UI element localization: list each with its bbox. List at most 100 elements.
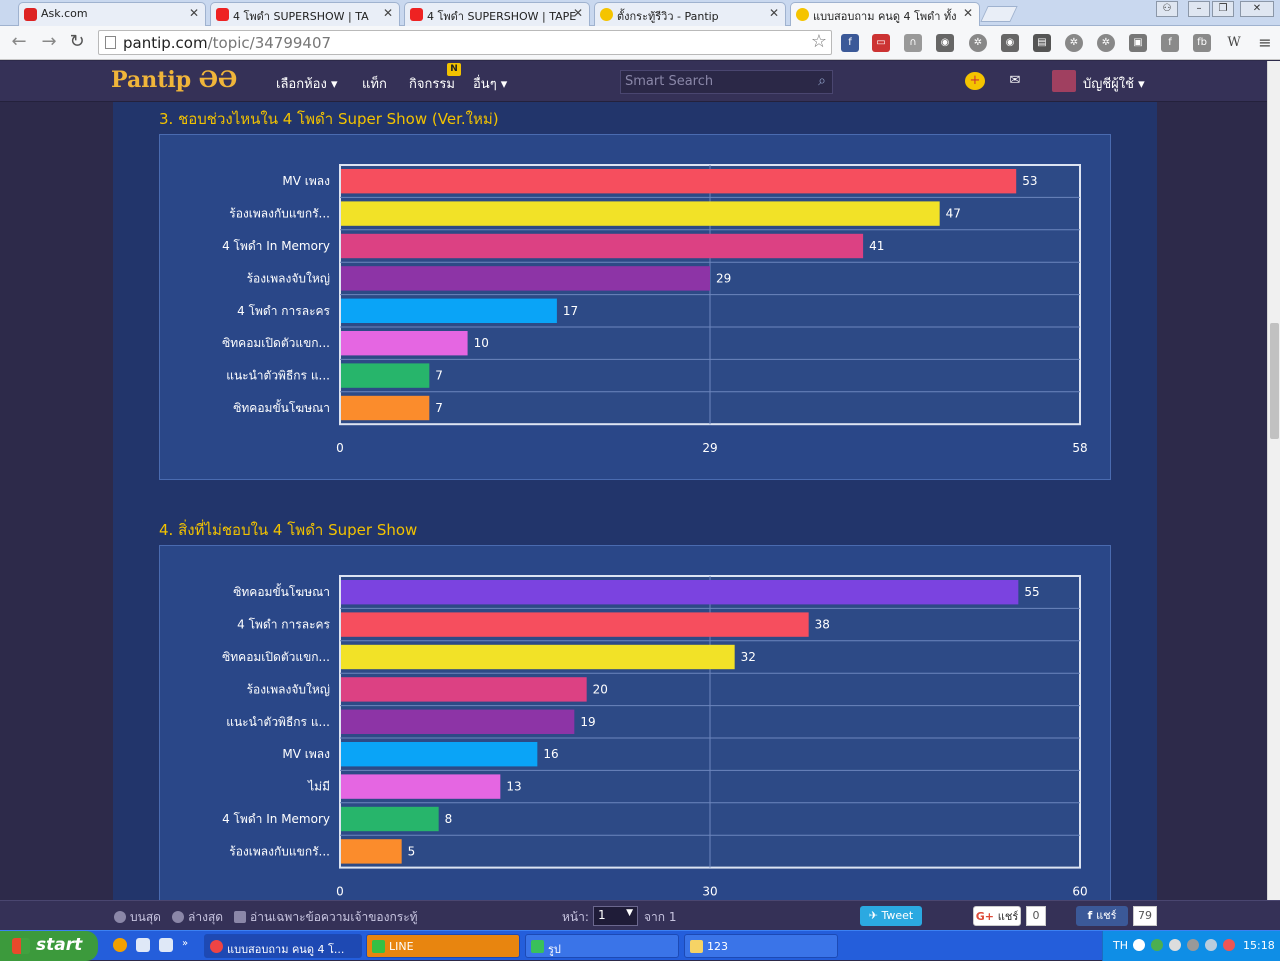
address-bar[interactable]: pantip.com/topic/34799407 ☆ xyxy=(98,30,832,55)
chevron-left-icon[interactable] xyxy=(1133,939,1145,951)
search-icon[interactable]: ⌕ xyxy=(818,73,826,89)
window-switch-icon[interactable] xyxy=(159,938,173,952)
close-icon[interactable]: ✕ xyxy=(188,6,199,20)
reload-icon[interactable]: ↻ xyxy=(69,31,85,52)
gear-icon[interactable]: ✲ xyxy=(969,34,987,52)
tab-pantip-survey[interactable]: แบบสอบถาม คนดู 4 โพดำ ทั้ง ✕ xyxy=(790,2,980,26)
close-window-icon[interactable]: ✕ xyxy=(1240,1,1274,17)
fb-icon[interactable]: fb xyxy=(1193,34,1211,52)
camera-icon[interactable]: ◉ xyxy=(1001,34,1019,52)
gear-icon[interactable]: ✲ xyxy=(1065,34,1083,52)
chart-disliked-segments: ซิทคอมขั้นโฆษณา 55 4 โพดำ การละคร 38 ซิทคอมเ… xyxy=(159,545,1111,900)
nav-tags[interactable]: แท็ก xyxy=(362,77,387,92)
user-icon[interactable]: ⚇ xyxy=(1156,1,1178,17)
value-label: 17 xyxy=(563,304,578,318)
page-scrollbar[interactable] xyxy=(1267,61,1280,930)
taskbar-item-line[interactable]: LINE xyxy=(366,934,520,958)
facebook-share-button[interactable]: f แชร์ xyxy=(1076,906,1128,926)
twitter-icon: ✈ xyxy=(868,909,882,922)
category-label: ซิทคอมเปิดตัวแขก... xyxy=(222,336,330,350)
pantip-emoji-icon xyxy=(600,8,613,21)
page-select-value: 1 xyxy=(598,908,606,922)
camera-icon[interactable]: ◉ xyxy=(936,34,954,52)
new-tab-button[interactable] xyxy=(980,6,1018,22)
owner-only-link[interactable]: อ่านเฉพาะข้อความเจ้าของกระทู้ xyxy=(234,908,418,927)
tab-youtube-2[interactable]: 4 โพดำ SUPERSHOW | TAPE ✕ xyxy=(404,2,590,26)
back-icon[interactable]: ← xyxy=(11,31,27,52)
bar xyxy=(341,644,735,670)
category-label: 4 โพดำ In Memory xyxy=(222,239,330,253)
nav-more[interactable]: อื่นๆ ▾ xyxy=(473,77,508,92)
section-title-4: 4. สิ่งที่ไม่ชอบใน 4 โพดำ Super Show xyxy=(159,521,418,539)
minimize-icon[interactable]: – xyxy=(1188,1,1210,17)
value-label: 16 xyxy=(543,747,558,761)
menu-icon[interactable]: ≡ xyxy=(1258,33,1272,52)
taskbar-item-chrome[interactable]: แบบสอบถาม คนดู 4 โ... xyxy=(204,934,362,958)
value-label: 55 xyxy=(1024,585,1039,599)
category-label: MV เพลง xyxy=(282,174,330,188)
nav-choose-room[interactable]: เลือกห้อง ▾ xyxy=(276,77,338,92)
x-tick-label: 0 xyxy=(336,885,344,899)
category-label: MV เพลง xyxy=(282,747,330,761)
speaker-icon[interactable] xyxy=(1187,939,1199,951)
search-placeholder: Smart Search xyxy=(625,74,714,89)
show-desktop-icon[interactable] xyxy=(136,938,150,952)
tweet-button[interactable]: ✈ Tweet xyxy=(860,906,922,926)
task-label: แบบสอบถาม คนดู 4 โ... xyxy=(227,943,345,956)
tab-label: ตั้งกระทู้รีวิว - Pantip xyxy=(617,10,719,23)
taskbar-item-photos[interactable]: รูป xyxy=(525,934,679,958)
quicklaunch-icon[interactable] xyxy=(113,938,127,952)
tray-app-icon[interactable] xyxy=(1205,939,1217,951)
go-bottom-link[interactable]: ล่างสุด xyxy=(172,908,223,927)
pantip-logo[interactable]: Pantip ƏƏ xyxy=(111,67,237,93)
avatar[interactable] xyxy=(1052,70,1076,92)
close-icon[interactable]: ✕ xyxy=(768,6,779,20)
section-title-3: 3. ชอบช่วงไหนใน 4 โพดำ Super Show (Ver.ใ… xyxy=(159,110,499,128)
windows-logo-icon xyxy=(12,938,30,954)
tab-youtube-1[interactable]: 4 โพดำ SUPERSHOW | TA ✕ xyxy=(210,2,400,26)
nav-activities[interactable]: กิจกรรม xyxy=(409,77,455,92)
youtube-icon xyxy=(410,8,423,21)
taskbar-item-folder[interactable]: 123 xyxy=(684,934,838,958)
language-indicator[interactable]: TH xyxy=(1113,939,1128,952)
facebook-icon[interactable]: f xyxy=(841,34,859,52)
network-icon[interactable] xyxy=(1169,939,1181,951)
close-icon[interactable]: ✕ xyxy=(572,6,583,20)
page-select[interactable]: 1 ▼ xyxy=(593,906,638,926)
mail-icon[interactable]: ✉ xyxy=(1009,73,1021,88)
owner-only-label: อ่านเฉพาะข้อความเจ้าของกระทู้ xyxy=(250,910,418,924)
smart-search-input[interactable]: Smart Search ⌕ xyxy=(620,70,833,94)
start-button[interactable]: start xyxy=(0,931,98,961)
line-tray-icon[interactable] xyxy=(1151,939,1163,951)
forward-icon[interactable]: → xyxy=(41,31,57,52)
headphones-icon[interactable]: ∩ xyxy=(904,34,922,52)
scrollbar-thumb[interactable] xyxy=(1270,323,1279,439)
facebook-share-count: 79 xyxy=(1133,906,1157,926)
go-top-link[interactable]: บนสุด xyxy=(114,908,161,927)
windows-taskbar: start » แบบสอบถาม คนดู 4 โ... LINE รูป 1… xyxy=(0,930,1280,961)
tab-ask[interactable]: Ask.com ✕ xyxy=(18,2,206,26)
facebook-icon[interactable]: f xyxy=(1161,34,1179,52)
film-icon[interactable]: ▤ xyxy=(1033,34,1051,52)
category-label: ไม่มี xyxy=(307,780,330,794)
gplus-share-button[interactable]: G+ แชร์ xyxy=(973,906,1021,926)
wikipedia-icon[interactable]: W xyxy=(1227,35,1241,50)
close-icon[interactable]: ✕ xyxy=(382,6,393,20)
box-icon[interactable]: ▣ xyxy=(1129,34,1147,52)
restore-icon[interactable]: ❐ xyxy=(1212,1,1234,17)
security-icon[interactable] xyxy=(1223,939,1235,951)
value-label: 32 xyxy=(741,650,756,664)
value-label: 8 xyxy=(445,812,453,826)
close-icon[interactable]: ✕ xyxy=(962,6,973,20)
task-label: รูป xyxy=(548,943,561,956)
page-total: จาก 1 xyxy=(644,910,677,924)
gear-icon[interactable]: ✲ xyxy=(1097,34,1115,52)
bookmark-star-icon[interactable]: ☆ xyxy=(810,31,827,52)
account-menu[interactable]: บัญชีผู้ใช้ ▾ xyxy=(1083,77,1145,92)
category-label: แนะนำตัวพิธีกร แ... xyxy=(226,715,330,729)
tab-pantip-review[interactable]: ตั้งกระทู้รีวิว - Pantip ✕ xyxy=(594,2,786,26)
create-topic-icon[interactable]: + xyxy=(965,72,985,90)
chevron-right-icon[interactable]: » xyxy=(182,938,189,949)
tv-icon[interactable]: ▭ xyxy=(872,34,890,52)
value-label: 38 xyxy=(815,618,830,632)
